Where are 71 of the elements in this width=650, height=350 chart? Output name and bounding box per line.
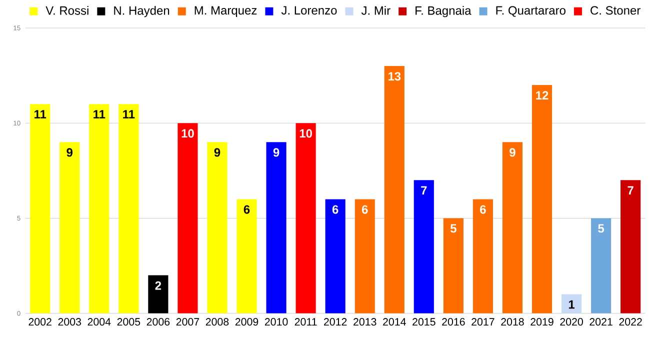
- x-tick-label: 2009: [235, 318, 258, 326]
- bar: [532, 85, 552, 314]
- x-tick-label: 2022: [619, 318, 642, 326]
- data-label: 13: [388, 72, 401, 81]
- data-label: 6: [244, 205, 250, 214]
- x-tick-label: 2019: [530, 318, 554, 326]
- data-label: 1: [568, 300, 575, 309]
- data-label: 9: [510, 148, 516, 157]
- bar: [266, 142, 286, 314]
- x-tick-label: 2018: [501, 318, 524, 326]
- data-label: 11: [123, 110, 135, 118]
- x-tick-label: 2016: [442, 318, 465, 326]
- x-tick-label: 2007: [176, 318, 200, 326]
- x-tick-label: 2012: [324, 318, 347, 326]
- legend-label: V. Rossi: [46, 6, 88, 15]
- data-label: 9: [66, 148, 73, 157]
- data-label: 7: [628, 186, 634, 194]
- bar: [325, 199, 346, 314]
- data-label: 10: [300, 129, 312, 138]
- x-tick-label: 2004: [88, 318, 111, 326]
- data-label: 9: [273, 148, 280, 157]
- x-tick-label: 2020: [560, 318, 583, 326]
- data-label: 9: [214, 148, 220, 157]
- bar: [30, 104, 50, 314]
- legend-label: F. Quartararo: [496, 6, 566, 17]
- legend-label: M. Marquez: [194, 6, 257, 17]
- data-label: 6: [480, 205, 486, 214]
- x-tick-label: 2014: [383, 318, 406, 326]
- data-label: 7: [421, 186, 427, 194]
- bar: [207, 142, 228, 314]
- bar: [89, 104, 110, 314]
- bar: [384, 66, 404, 314]
- data-label: 5: [598, 224, 604, 233]
- x-tick-label: 2003: [58, 318, 82, 326]
- legend-label: C. Stoner: [590, 6, 640, 15]
- x-tick-label: 2017: [472, 318, 494, 326]
- x-tick-label: 2021: [590, 318, 612, 326]
- bar: [60, 142, 80, 314]
- x-tick-label: 2008: [206, 318, 229, 326]
- data-label: 11: [34, 110, 46, 118]
- x-tick-label: 2006: [146, 318, 170, 326]
- bar: [502, 142, 523, 314]
- data-label: 2: [155, 281, 162, 290]
- data-label: 6: [332, 205, 338, 214]
- legend-label: N. Hayden: [114, 6, 170, 18]
- bar: [591, 218, 612, 314]
- bar: [118, 104, 139, 314]
- legend-label: J. Mir: [361, 6, 390, 15]
- x-tick-label: 2002: [28, 318, 52, 326]
- bar: [620, 180, 641, 314]
- bar: [296, 123, 316, 314]
- data-label: 10: [182, 129, 194, 138]
- bar: [561, 294, 582, 314]
- data-label: 6: [362, 205, 368, 214]
- bar: [148, 275, 168, 314]
- x-tick-label: 2015: [412, 318, 436, 326]
- data-label: 11: [94, 110, 106, 118]
- bar: [443, 218, 464, 314]
- legend-label: J. Lorenzo: [281, 6, 337, 15]
- bar: [178, 123, 198, 314]
- legend-label: F. Bagnaia: [416, 6, 472, 18]
- x-tick-label: 2005: [117, 318, 140, 326]
- bar: [354, 199, 375, 314]
- bar: [472, 199, 493, 314]
- data-label: 5: [450, 224, 456, 233]
- x-tick-label: 2013: [354, 318, 376, 326]
- bar: [414, 180, 434, 314]
- data-label: 12: [536, 91, 548, 100]
- bar: [236, 199, 257, 314]
- x-tick-label: 2011: [294, 318, 317, 326]
- x-tick-label: 2010: [264, 318, 288, 326]
